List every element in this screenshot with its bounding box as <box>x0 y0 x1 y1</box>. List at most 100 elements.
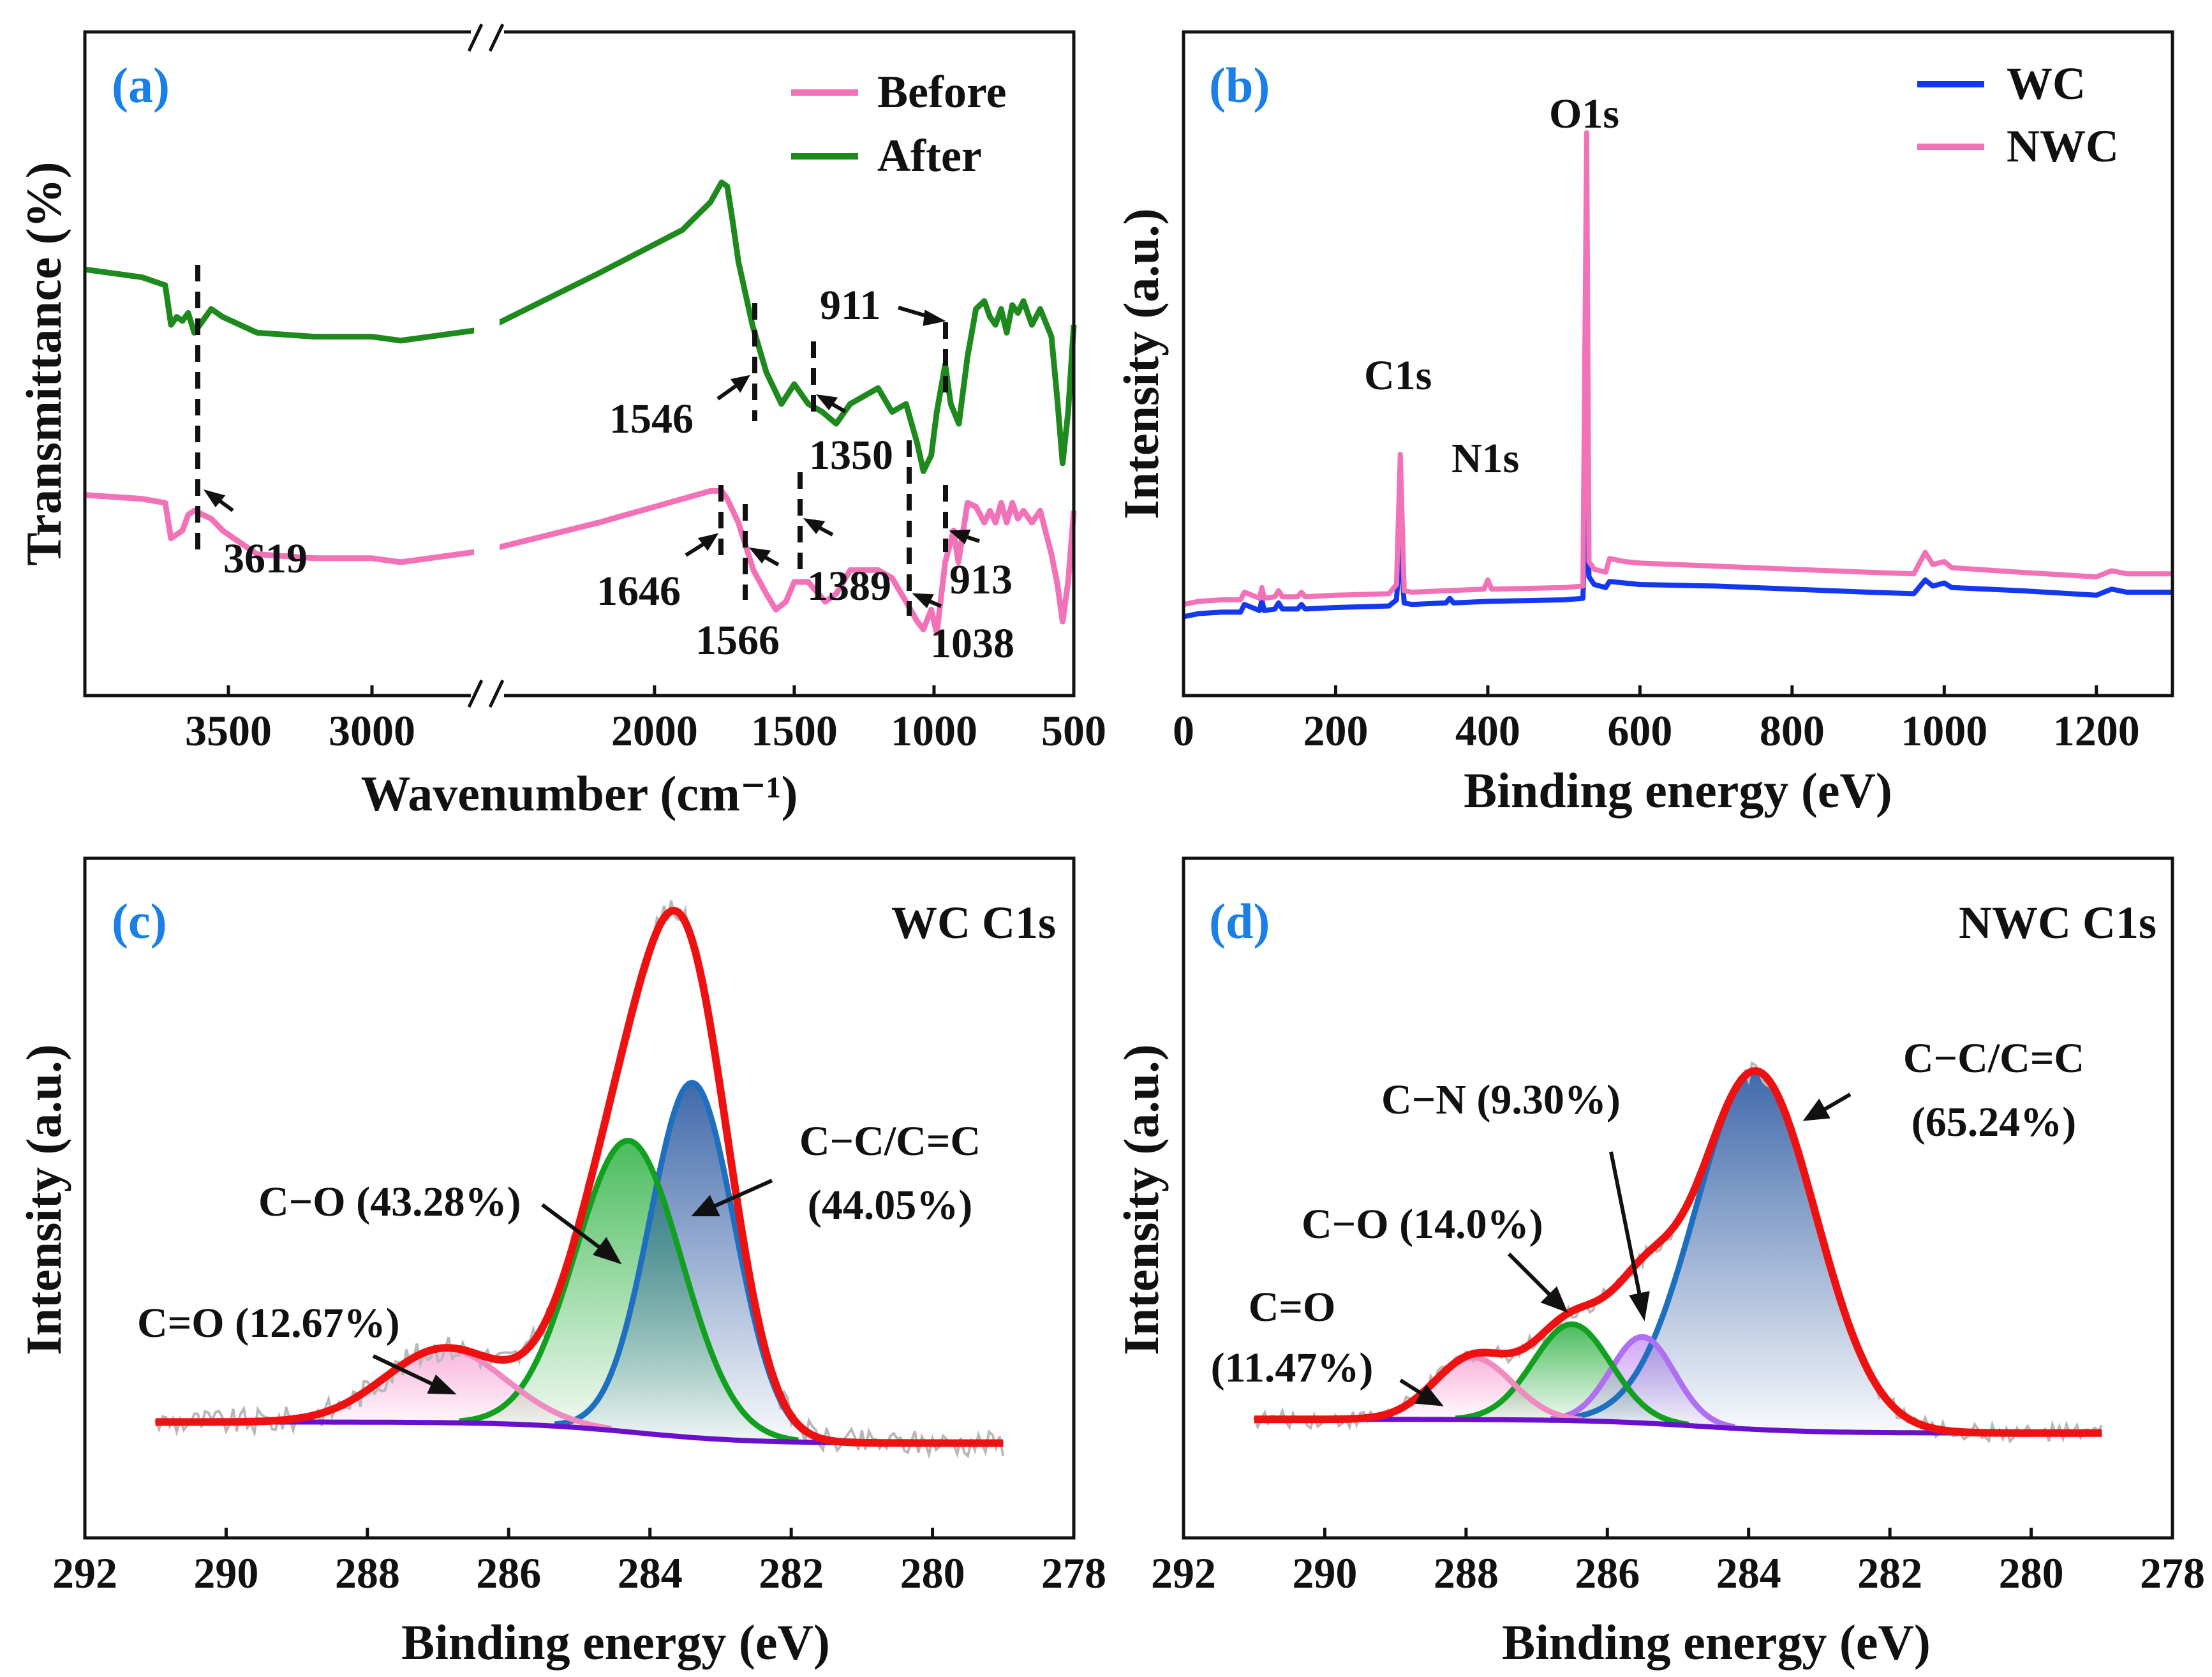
arrow-head <box>748 548 771 563</box>
panel-b: 0 200 400 600 800 1000 1200 (b) Binding energy… <box>1113 30 2174 818</box>
label-c-eq-o-name: C=O <box>1249 1284 1336 1330</box>
panel-d-frame <box>1182 856 2174 1540</box>
label-cc-name: C−C/C=C <box>799 1118 981 1165</box>
annotation-1566: 1566 <box>695 617 780 664</box>
arrow-head <box>912 593 934 609</box>
legend-wc-label: WC <box>2007 58 2086 109</box>
x-tick-label: 290 <box>1292 1549 1357 1597</box>
annotation-1389: 1389 <box>807 563 891 609</box>
panel-d-ticks: 292 290 288 286 284 282 280 278 <box>1151 1528 2205 1597</box>
panel-d-ylabel: Intensity (a.u.) <box>1113 1044 1169 1355</box>
x-tick-label: 286 <box>476 1549 541 1597</box>
panel-b-letter: (b) <box>1209 57 1270 113</box>
panel-c-letter: (c) <box>112 893 167 949</box>
x-tick-label: 1500 <box>751 706 838 755</box>
arrow-co <box>1507 1252 1552 1297</box>
x-tick-label: 284 <box>618 1549 683 1597</box>
x-tick-label: 286 <box>1575 1549 1640 1597</box>
component-line <box>1550 1334 1735 1430</box>
annotation-911: 911 <box>820 282 880 329</box>
annotation-1038: 1038 <box>930 620 1014 667</box>
panel-c-ticks: 292 290 288 286 284 282 280 278 <box>52 1528 1106 1597</box>
x-tick-label: 200 <box>1303 706 1368 755</box>
label-cc-name: C−C/C=C <box>1903 1035 2084 1082</box>
arrow-co <box>541 1203 601 1249</box>
panel-c-arrows <box>372 1179 773 1395</box>
series-line-wc <box>1183 482 2172 620</box>
x-tick-label: 288 <box>335 1549 400 1597</box>
axis-break-gap <box>474 38 500 689</box>
x-tick-label: 3500 <box>185 706 272 755</box>
arrow-head <box>815 394 838 410</box>
arrow-head <box>949 529 971 545</box>
arrow-head <box>204 489 226 508</box>
series-line-nwc <box>1183 130 2172 607</box>
x-tick-label: 292 <box>52 1549 117 1597</box>
panel-c-ylabel: Intensity (a.u.) <box>16 1044 71 1355</box>
arrow-head <box>691 1195 720 1216</box>
arrow-head <box>427 1374 457 1395</box>
panel-b-xlabel: Binding energy (eV) <box>1464 763 1892 818</box>
panel-b-plot <box>1183 130 2172 620</box>
peak-label-c1s: C1s <box>1364 352 1432 399</box>
panel-c-xlabel: Binding energy (eV) <box>401 1614 830 1670</box>
axis-break-mark <box>488 23 505 52</box>
arrow-head <box>730 375 750 393</box>
arrow-c-eq-o <box>1399 1378 1424 1396</box>
arrow-head <box>803 518 826 534</box>
annotation-1546: 1546 <box>609 396 694 442</box>
label-cc-percent: (44.05%) <box>808 1182 972 1228</box>
x-tick-label: 1000 <box>891 706 977 755</box>
envelope-line <box>1254 1067 2102 1437</box>
arrow-head <box>1414 1384 1444 1406</box>
x-tick-label: 280 <box>1999 1549 2064 1597</box>
panel-d: 292 290 288 286 284 282 280 278 (d) NWC C1s Bin… <box>1113 856 2205 1670</box>
peak-label-o1s: O1s <box>1549 91 1619 137</box>
x-tick-label: 800 <box>1760 706 1825 755</box>
axis-break-mark <box>467 23 484 52</box>
panel-a: 3500 3000 2000 1500 1000 500 (a) Wavenumber (… <box>16 19 1106 821</box>
x-tick-label: 280 <box>900 1549 965 1597</box>
panel-d-title: NWC C1s <box>1959 897 2156 948</box>
arrow-head <box>1629 1291 1650 1322</box>
panel-d-arrows <box>1399 1092 1852 1406</box>
x-tick-label: 278 <box>2140 1549 2205 1597</box>
label-c-eq-o-percent: (11.47%) <box>1211 1345 1374 1391</box>
x-tick-label: 400 <box>1455 706 1520 755</box>
arrow-head <box>697 533 719 551</box>
panel-d-letter: (d) <box>1209 893 1270 949</box>
label-c-eq-o: C=O (12.67%) <box>137 1300 400 1346</box>
x-tick-label: 1200 <box>2053 706 2140 755</box>
arrow-head <box>1540 1286 1568 1313</box>
x-tick-label: 292 <box>1151 1549 1216 1597</box>
legend-nwc-label: NWC <box>2007 121 2119 172</box>
panel-b-frame <box>1182 30 2174 697</box>
panel-c-title: WC C1s <box>891 897 1056 948</box>
axis-break-mark <box>488 679 505 708</box>
x-tick-label: 2000 <box>611 706 698 755</box>
x-tick-label: 290 <box>193 1549 258 1597</box>
panel-d-xlabel: Binding energy (eV) <box>1502 1614 1931 1670</box>
x-tick-label: 3000 <box>329 706 415 755</box>
label-co: C−O (14.0%) <box>1302 1201 1543 1248</box>
panel-a-letter: (a) <box>112 57 170 113</box>
panel-a-xlabel: Wavenumber (cm⁻¹) <box>361 766 798 821</box>
legend-before-label: Before <box>877 66 1007 117</box>
panel-a-frame <box>83 30 1076 697</box>
arrow-cn <box>1609 1151 1642 1296</box>
x-tick-label: 1000 <box>1901 706 1987 755</box>
panel-b-ylabel: Intensity (a.u.) <box>1113 208 1169 519</box>
annotation-3619: 3619 <box>223 535 308 582</box>
panel-b-ticks: 0 200 400 600 800 1000 1200 <box>1173 685 2140 755</box>
series-line-before <box>84 488 1077 637</box>
annotation-1646: 1646 <box>597 568 681 615</box>
panel-d-plot <box>1252 1061 2103 1444</box>
arrow-cc <box>713 1179 773 1208</box>
x-tick-label: 284 <box>1716 1549 1781 1597</box>
panel-a-dashed-lines <box>195 265 948 616</box>
panel-a-ylabel: Transmittance (%) <box>16 161 71 565</box>
x-tick-label: 0 <box>1173 706 1194 755</box>
arrow-head <box>923 309 946 326</box>
panel-c-frame <box>83 856 1076 1540</box>
